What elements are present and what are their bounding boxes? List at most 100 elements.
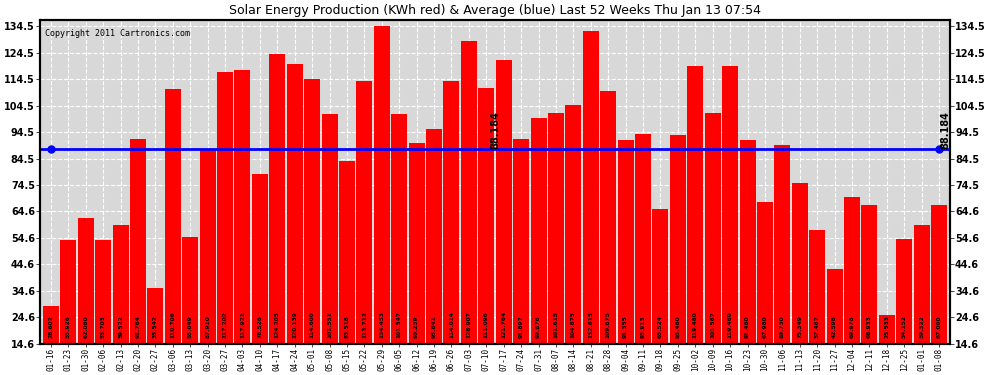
Text: 101.551: 101.551 (327, 311, 332, 338)
Bar (618, 141, 634, 344)
Text: 62.080: 62.080 (83, 316, 88, 338)
Text: Copyright 2011 Cartronics.com: Copyright 2011 Cartronics.com (45, 29, 190, 38)
Bar (409, 143, 425, 344)
Text: 55.049: 55.049 (188, 316, 193, 338)
Bar (269, 54, 285, 344)
Text: 65.524: 65.524 (658, 315, 663, 338)
Text: 42.598: 42.598 (832, 315, 838, 338)
Text: 128.907: 128.907 (466, 312, 471, 338)
Bar (879, 315, 895, 344)
Bar (444, 81, 459, 344)
Bar (931, 205, 947, 344)
Bar (740, 140, 755, 344)
Bar (635, 134, 651, 344)
Bar (287, 64, 303, 344)
Text: 99.876: 99.876 (536, 316, 542, 338)
Text: 117.202: 117.202 (223, 311, 228, 338)
Bar (304, 79, 320, 344)
Bar (827, 270, 842, 344)
Bar (914, 225, 930, 344)
Text: 119.460: 119.460 (728, 312, 733, 338)
Bar (235, 70, 250, 344)
Text: 132.615: 132.615 (588, 311, 593, 338)
Bar (583, 32, 599, 344)
Bar (547, 113, 564, 344)
Bar (43, 306, 59, 344)
Text: 110.706: 110.706 (170, 312, 175, 338)
Bar (322, 114, 338, 344)
Text: 117.921: 117.921 (240, 311, 245, 338)
Text: 35.542: 35.542 (152, 315, 158, 338)
Bar (374, 27, 390, 344)
Text: 91.897: 91.897 (519, 316, 524, 338)
Text: 54.152: 54.152 (902, 315, 907, 338)
Bar (200, 150, 216, 344)
Bar (652, 209, 668, 344)
Bar (356, 81, 372, 344)
Text: 134.453: 134.453 (379, 311, 384, 338)
Text: 59.322: 59.322 (919, 315, 924, 338)
Text: 124.205: 124.205 (275, 311, 280, 338)
Bar (757, 202, 773, 344)
Bar (705, 114, 721, 344)
Text: 119.460: 119.460 (693, 312, 698, 338)
Bar (600, 92, 616, 344)
Bar (687, 66, 703, 344)
Text: 114.014: 114.014 (448, 311, 454, 338)
Text: 66.933: 66.933 (867, 315, 872, 338)
Text: 59.522: 59.522 (118, 315, 123, 338)
Text: 57.467: 57.467 (815, 315, 820, 338)
Bar (513, 139, 529, 344)
Text: 53.926: 53.926 (66, 315, 71, 338)
Bar (565, 105, 581, 344)
Text: 88.184: 88.184 (940, 111, 950, 149)
Title: Solar Energy Production (KWh red) & Average (blue) Last 52 Weeks Thu Jan 13 07:5: Solar Energy Production (KWh red) & Aver… (229, 4, 761, 17)
Text: 101.615: 101.615 (553, 311, 558, 338)
Text: 113.712: 113.712 (362, 311, 367, 338)
Text: 69.978: 69.978 (849, 316, 854, 338)
Text: 93.913: 93.913 (641, 316, 645, 338)
Bar (148, 288, 163, 344)
Text: 53.703: 53.703 (101, 315, 106, 338)
Text: 25.533: 25.533 (884, 315, 889, 338)
Text: 87.910: 87.910 (205, 316, 210, 338)
Text: 111.096: 111.096 (484, 312, 489, 338)
Bar (774, 145, 790, 344)
Bar (217, 72, 233, 344)
Bar (461, 41, 477, 344)
Text: 28.602: 28.602 (49, 315, 53, 338)
Bar (95, 240, 111, 344)
Bar (861, 205, 877, 344)
Bar (896, 239, 912, 344)
Text: 89.730: 89.730 (780, 316, 785, 338)
Text: 121.764: 121.764 (501, 311, 506, 338)
Text: 114.600: 114.600 (310, 312, 315, 338)
Text: 101.347: 101.347 (397, 311, 402, 338)
Text: 109.875: 109.875 (606, 312, 611, 338)
Text: 93.460: 93.460 (675, 316, 680, 338)
Text: 83.518: 83.518 (345, 315, 349, 338)
Bar (496, 60, 512, 344)
Bar (251, 174, 268, 344)
Bar (722, 66, 739, 344)
Text: 101.567: 101.567 (710, 311, 715, 338)
Text: 78.526: 78.526 (257, 315, 262, 338)
Text: 91.764: 91.764 (136, 315, 141, 338)
Bar (60, 240, 76, 344)
Bar (531, 118, 546, 344)
Bar (426, 129, 443, 344)
Text: 91.460: 91.460 (745, 316, 750, 338)
Bar (182, 237, 198, 344)
Text: 104.875: 104.875 (571, 311, 576, 338)
Bar (391, 114, 407, 344)
Text: 88.184: 88.184 (490, 111, 500, 149)
Bar (670, 135, 686, 344)
Bar (339, 161, 355, 344)
Bar (130, 140, 146, 344)
Bar (792, 183, 808, 344)
Bar (809, 230, 826, 344)
Bar (478, 88, 494, 344)
Text: 120.139: 120.139 (292, 312, 297, 338)
Text: 95.841: 95.841 (432, 315, 437, 338)
Text: 67.980: 67.980 (762, 316, 767, 338)
